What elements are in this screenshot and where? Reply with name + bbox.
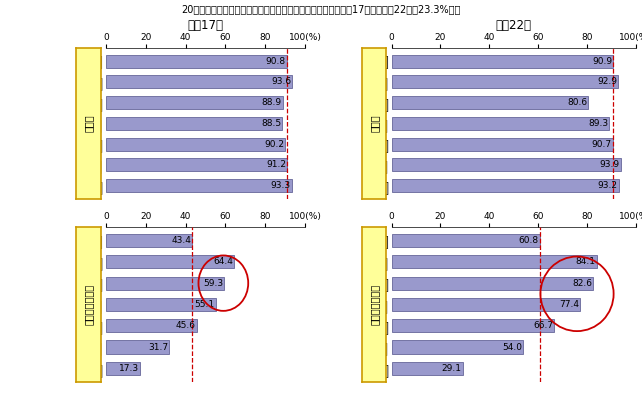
Text: 90.2: 90.2	[265, 140, 284, 148]
Bar	[392, 319, 554, 332]
Text: 92.9: 92.9	[597, 77, 617, 86]
Bar	[106, 138, 286, 150]
Bar	[106, 362, 141, 375]
Bar	[106, 179, 291, 192]
Text: 89.3: 89.3	[588, 119, 608, 128]
Bar	[392, 117, 609, 130]
Bar	[106, 55, 286, 68]
Text: 84.1: 84.1	[576, 258, 596, 266]
Text: 90.7: 90.7	[591, 140, 612, 148]
Text: 77.4: 77.4	[559, 300, 579, 309]
Text: 20代においては、インターネットを重要と認識する割合が平成17年から平成22年〦23.3%増加: 20代においては、インターネットを重要と認識する割合が平成17年から平成22年〦…	[181, 4, 461, 14]
Bar	[392, 341, 523, 354]
Text: 88.9: 88.9	[262, 98, 282, 107]
Text: 43.4: 43.4	[171, 236, 191, 245]
Text: 64.4: 64.4	[213, 258, 233, 266]
Text: 93.9: 93.9	[600, 160, 620, 170]
Bar	[106, 117, 282, 130]
Text: 66.7: 66.7	[533, 321, 553, 330]
Bar	[106, 255, 234, 268]
Text: 31.7: 31.7	[148, 343, 168, 351]
Bar	[392, 298, 580, 311]
Bar	[392, 362, 463, 375]
Bar	[392, 158, 621, 172]
Bar	[106, 277, 224, 290]
Text: 90.8: 90.8	[266, 57, 286, 66]
Bar	[392, 234, 540, 247]
Text: 82.6: 82.6	[572, 279, 592, 288]
Bar	[392, 277, 593, 290]
Bar	[392, 255, 597, 268]
Bar	[392, 138, 613, 150]
Bar	[106, 96, 283, 109]
Bar	[106, 319, 196, 332]
Text: テレビ: テレビ	[83, 115, 94, 132]
Bar	[106, 75, 292, 88]
Bar	[392, 179, 619, 192]
Text: インターネット: インターネット	[83, 284, 94, 325]
Text: 93.2: 93.2	[598, 181, 618, 190]
Text: 93.3: 93.3	[270, 181, 291, 190]
Text: 55.1: 55.1	[195, 300, 214, 309]
Text: 17.3: 17.3	[119, 364, 139, 373]
Bar	[106, 298, 216, 311]
Text: 91.2: 91.2	[266, 160, 286, 170]
Text: テレビ: テレビ	[369, 115, 379, 132]
Text: 29.1: 29.1	[442, 364, 462, 373]
Text: 平成17年: 平成17年	[187, 19, 223, 32]
Text: 93.6: 93.6	[271, 77, 291, 86]
Text: 54.0: 54.0	[502, 343, 522, 351]
Text: 88.5: 88.5	[261, 119, 281, 128]
Bar	[106, 341, 169, 354]
Text: 59.3: 59.3	[203, 279, 223, 288]
Text: 80.6: 80.6	[567, 98, 587, 107]
Bar	[392, 96, 588, 109]
Text: 60.8: 60.8	[519, 236, 539, 245]
Text: 平成22年: 平成22年	[496, 19, 532, 32]
Bar	[106, 158, 288, 172]
Text: インターネット: インターネット	[369, 284, 379, 325]
Bar	[392, 75, 618, 88]
Text: 45.6: 45.6	[176, 321, 196, 330]
Bar	[392, 55, 613, 68]
Bar	[106, 234, 193, 247]
Text: 90.9: 90.9	[592, 57, 612, 66]
